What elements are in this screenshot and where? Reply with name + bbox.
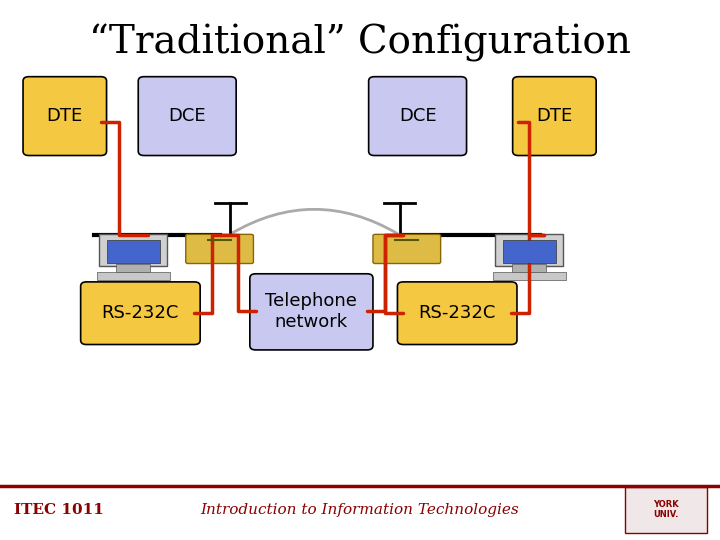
Text: DTE: DTE [47, 107, 83, 125]
FancyBboxPatch shape [250, 274, 373, 350]
Text: RS-232C: RS-232C [102, 304, 179, 322]
FancyBboxPatch shape [96, 272, 170, 280]
FancyBboxPatch shape [117, 264, 150, 272]
FancyBboxPatch shape [186, 234, 253, 264]
Text: Introduction to Information Technologies: Introduction to Information Technologies [201, 503, 519, 517]
Text: Telephone
network: Telephone network [266, 293, 357, 331]
FancyBboxPatch shape [107, 240, 160, 263]
Text: DCE: DCE [168, 107, 206, 125]
Text: YORK
UNIV.: YORK UNIV. [653, 500, 679, 519]
Text: “Traditional” Configuration: “Traditional” Configuration [89, 24, 631, 62]
Text: ITEC 1011: ITEC 1011 [14, 503, 104, 517]
FancyBboxPatch shape [138, 77, 236, 156]
FancyBboxPatch shape [23, 77, 107, 156]
FancyBboxPatch shape [81, 282, 200, 345]
FancyBboxPatch shape [495, 234, 563, 266]
FancyBboxPatch shape [99, 234, 167, 266]
FancyBboxPatch shape [492, 272, 566, 280]
Text: DTE: DTE [536, 107, 572, 125]
FancyBboxPatch shape [503, 240, 556, 263]
FancyBboxPatch shape [373, 234, 441, 264]
Text: DCE: DCE [399, 107, 436, 125]
Text: RS-232C: RS-232C [418, 304, 496, 322]
FancyBboxPatch shape [513, 77, 596, 156]
FancyBboxPatch shape [369, 77, 467, 156]
FancyBboxPatch shape [397, 282, 517, 345]
FancyBboxPatch shape [513, 264, 546, 272]
FancyBboxPatch shape [625, 487, 707, 533]
